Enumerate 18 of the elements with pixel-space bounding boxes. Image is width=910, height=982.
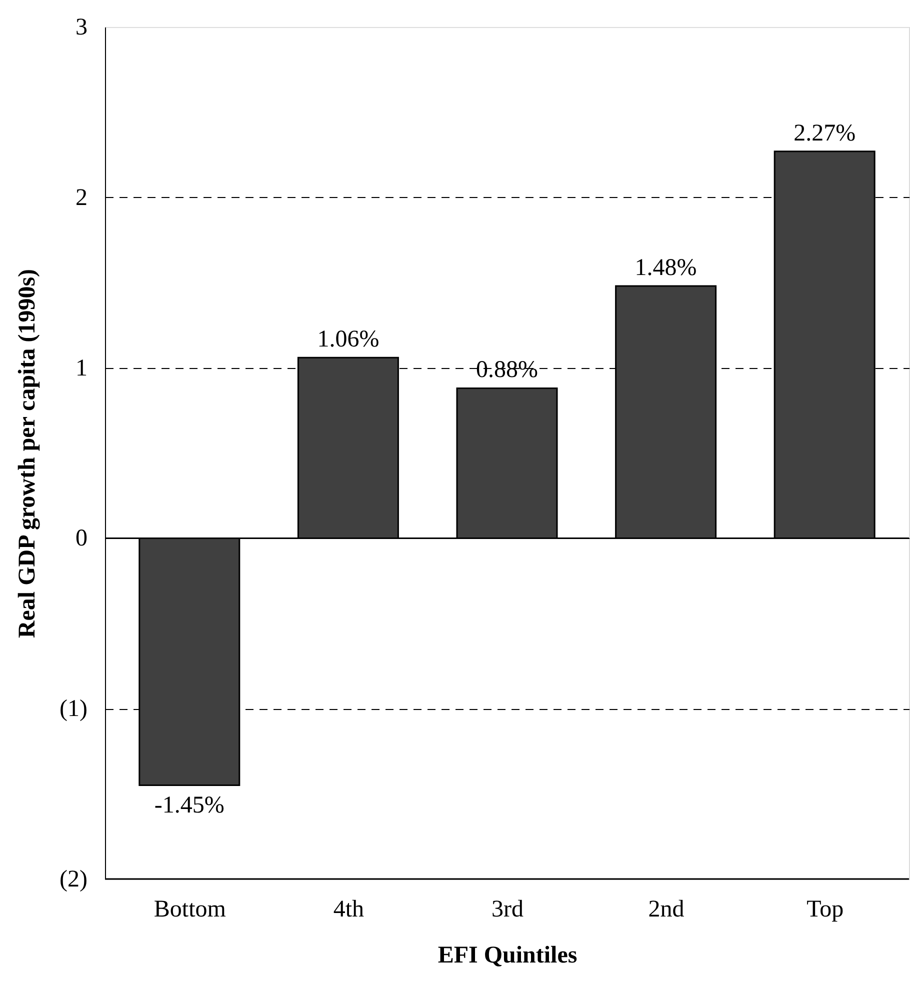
y-tick-label: (1) [60,696,88,722]
y-tick-label: 0 [76,526,88,552]
x-tick-label: Top [806,896,844,922]
y-axis-title: Real GDP growth per capita (1990s) [14,268,41,638]
y-tick-label: (2) [60,866,88,892]
x-tick-label: 2nd [648,896,684,922]
data-label: 0.88% [476,357,538,384]
x-tick-label: Bottom [154,896,226,922]
data-label: 2.27% [794,120,856,146]
data-label: 1.06% [317,326,380,353]
x-tick-label: 3rd [492,896,524,922]
y-tick-label: 3 [76,14,88,40]
data-label: 1.48% [634,255,697,282]
x-axis-title: EFI Quintiles [438,942,578,968]
data-label: -1.45% [154,792,224,818]
y-tick-label: 2 [76,184,88,211]
y-tick-label: 1 [76,355,88,382]
x-tick-label: 4th [333,896,364,922]
